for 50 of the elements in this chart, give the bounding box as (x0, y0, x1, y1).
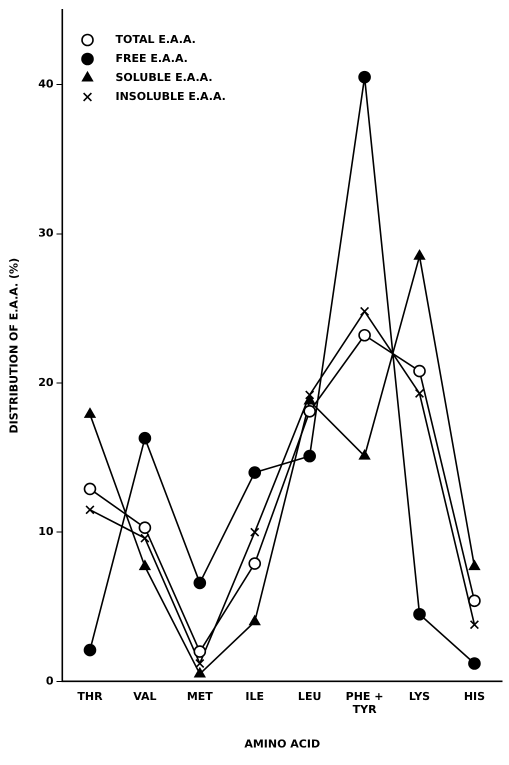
legend-label: INSOLUBLE E.A.A. (116, 90, 226, 103)
point (303, 405, 316, 418)
y-tick-label: 10 (38, 525, 54, 538)
point (85, 505, 95, 515)
point (468, 560, 480, 570)
point (194, 668, 206, 678)
legend-label: SOLUBLE E.A.A. (116, 70, 213, 84)
point (138, 432, 152, 445)
point (194, 576, 206, 590)
point (414, 250, 426, 260)
point (358, 70, 371, 84)
legend-label: TOTAL E.A.A. (116, 32, 196, 46)
x-tick-label: LEU (298, 690, 322, 703)
point (139, 560, 150, 570)
x-tick-label: VAL (133, 690, 157, 703)
x-tick-label: ILE (245, 690, 264, 703)
point (470, 620, 480, 630)
point (248, 466, 262, 479)
y-axis-title: DISTRIBUTION OF E.A.A. (%) (7, 258, 20, 434)
point (138, 521, 152, 534)
point (195, 658, 205, 668)
point (248, 557, 262, 570)
point (194, 645, 206, 658)
legend-label: FREE E.A.A. (116, 52, 188, 65)
point (304, 390, 314, 400)
x-tick-label: THR (77, 690, 104, 703)
point (84, 644, 96, 656)
point (140, 533, 150, 543)
x-tick-label: PHE + TYR (346, 690, 384, 716)
point (360, 306, 370, 316)
point (358, 328, 371, 342)
point (84, 482, 96, 496)
y-tick-label: 40 (38, 77, 54, 90)
y-tick-label: 20 (38, 376, 54, 389)
x-tick-label: MET (186, 690, 214, 703)
x-tick-label: LYS (408, 690, 430, 703)
y-tick-label: 0 (46, 674, 54, 688)
point (249, 615, 260, 626)
point (84, 408, 96, 418)
point (468, 657, 481, 670)
point (359, 450, 370, 460)
y-tick-label: 30 (38, 226, 54, 240)
point (414, 388, 424, 398)
point (303, 450, 316, 462)
point (468, 594, 481, 608)
x-axis-title: AMINO ACID (244, 737, 320, 750)
point (413, 608, 426, 621)
point (413, 364, 426, 378)
x-tick-label: HIS (464, 690, 486, 703)
point (250, 528, 260, 537)
